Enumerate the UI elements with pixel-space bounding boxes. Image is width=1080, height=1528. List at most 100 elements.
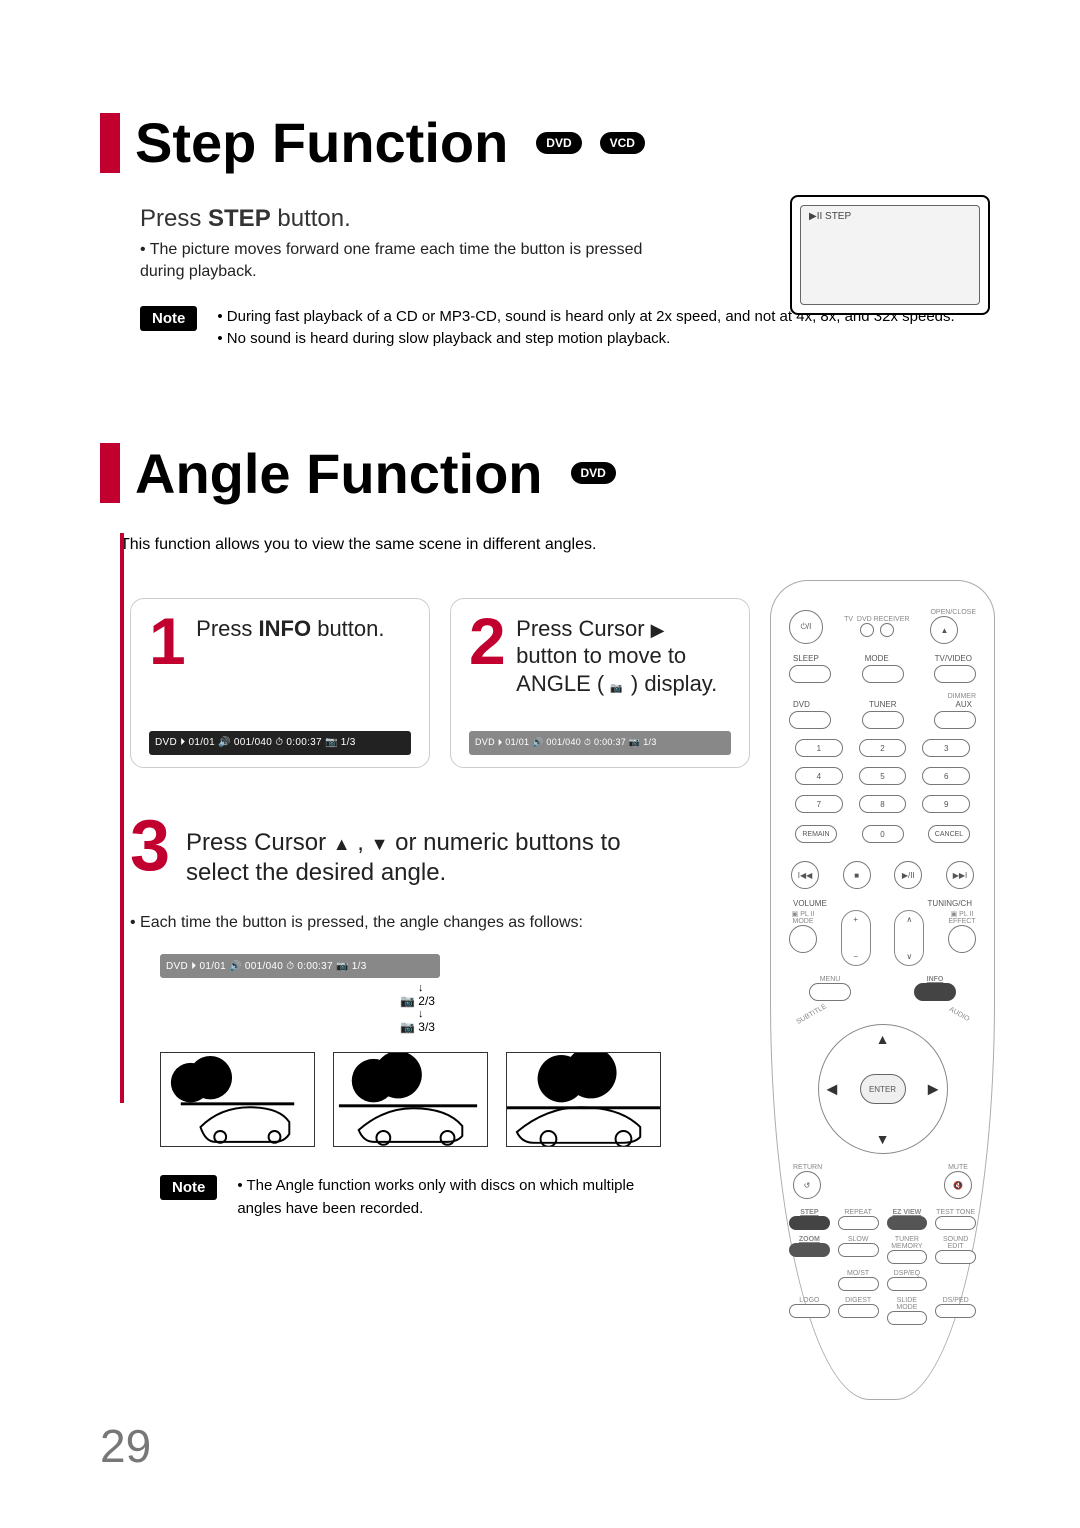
lbl-dimmer: DIMMER xyxy=(789,693,976,700)
power-button[interactable]: ⏻/I xyxy=(789,610,823,644)
tuner-button[interactable] xyxy=(862,711,904,729)
row2-labels: SLEEP MODE TV/VIDEO xyxy=(793,654,972,663)
subheading-bold: STEP xyxy=(208,205,271,232)
angle-intro: This function allows you to view the sam… xyxy=(120,536,990,554)
digest-button[interactable] xyxy=(838,1304,879,1318)
lbl-pl2mode: ▣ PL II MODE xyxy=(789,910,817,925)
s3-pre: Press Cursor xyxy=(186,829,333,856)
row3-buttons xyxy=(789,711,976,729)
testtone-button[interactable] xyxy=(935,1216,976,1230)
tunermem-button[interactable] xyxy=(887,1250,928,1264)
return-button[interactable]: ↺ xyxy=(793,1171,821,1199)
remain-button[interactable]: REMAIN xyxy=(795,825,837,843)
enter-button[interactable]: ENTER xyxy=(860,1074,906,1104)
numpad: 1 2 3 4 5 6 7 8 9 xyxy=(795,739,970,813)
tvvideo-button[interactable] xyxy=(934,665,976,683)
ezview-button[interactable] xyxy=(887,1216,928,1230)
num-9[interactable]: 9 xyxy=(922,795,970,813)
zoom-button[interactable] xyxy=(789,1243,830,1257)
dpad-right[interactable]: ▶ xyxy=(928,1081,939,1098)
next-button[interactable]: ▶▶I xyxy=(946,861,974,889)
tv-step-label: ▶II STEP xyxy=(809,211,851,222)
cursor-right-icon: ▶ xyxy=(651,620,665,640)
cancel-button[interactable]: CANCEL xyxy=(928,825,970,843)
lbl-pl2effect: ▣ PL II EFFECT xyxy=(948,910,976,925)
s2-l3b: ) display. xyxy=(625,671,718,696)
aux-button[interactable] xyxy=(934,711,976,729)
lbl-slow: SLOW xyxy=(838,1236,879,1243)
lbl-subtitle: SUBTITLE xyxy=(795,1003,827,1026)
cursor-up-icon: ▲ xyxy=(333,834,351,854)
num-6[interactable]: 6 xyxy=(922,767,970,785)
badge-dvd: DVD xyxy=(536,132,581,154)
s1-post: button. xyxy=(311,616,384,641)
num-5[interactable]: 5 xyxy=(859,767,907,785)
slide-button[interactable] xyxy=(887,1311,928,1325)
lbl-soundedit: SOUND EDIT xyxy=(935,1236,976,1250)
lbl-testtone: TEST TONE xyxy=(935,1209,976,1216)
title-badges: DVD xyxy=(561,462,616,484)
dpad-down[interactable]: ▼ xyxy=(876,1131,890,1147)
lbl-tvvideo: TV/VIDEO xyxy=(935,654,972,663)
num-8[interactable]: 8 xyxy=(859,795,907,813)
lbl-slide: SLIDE MODE xyxy=(887,1297,928,1311)
badge-dvd: DVD xyxy=(571,462,616,484)
lbl-dspeq: DSP/EQ xyxy=(887,1270,928,1277)
pl2effect-button[interactable] xyxy=(948,925,976,953)
most-button[interactable] xyxy=(838,1277,879,1291)
cursor-down-icon: ▼ xyxy=(371,834,389,854)
dsped-button[interactable] xyxy=(935,1304,976,1318)
lbl-ezview: EZ VIEW xyxy=(887,1209,928,1216)
pl2mode-button[interactable] xyxy=(789,925,817,953)
lbl-repeat: REPEAT xyxy=(838,1209,879,1216)
slow-button[interactable] xyxy=(838,1243,879,1257)
lbl-digest: DIGEST xyxy=(838,1297,879,1304)
lbl-volume: VOLUME xyxy=(793,899,827,908)
info-button[interactable] xyxy=(914,983,956,1001)
sleep-button[interactable] xyxy=(789,665,831,683)
angle-note-text: • The Angle function works only with dis… xyxy=(237,1175,637,1220)
dpad-up[interactable]: ▲ xyxy=(876,1031,890,1047)
step-button[interactable] xyxy=(789,1216,830,1230)
note-badge: Note xyxy=(140,306,197,331)
lbl-zoom: ZOOM xyxy=(789,1236,830,1243)
num-1[interactable]: 1 xyxy=(795,739,843,757)
lbl-logo: LOGO xyxy=(789,1297,830,1304)
s2-l1: Press Cursor xyxy=(516,616,650,641)
bottom-grid: STEP REPEAT EZ VIEW TEST TONE ZOOM SLOW … xyxy=(789,1209,976,1325)
lbl-tunermem: TUNER MEMORY xyxy=(887,1236,928,1250)
mute-button[interactable]: 🔇 xyxy=(944,1171,972,1199)
s2-l3a: ANGLE ( xyxy=(516,671,610,696)
step3-num: 3 xyxy=(130,818,170,876)
num-2[interactable]: 2 xyxy=(859,739,907,757)
soundedit-button[interactable] xyxy=(935,1250,976,1264)
thumb-2 xyxy=(333,1052,488,1147)
menu-button[interactable] xyxy=(809,983,851,1001)
eject-button[interactable]: ▲ xyxy=(930,616,958,644)
tuning-rocker[interactable]: ∧∨ xyxy=(894,910,924,966)
num-3[interactable]: 3 xyxy=(922,739,970,757)
num-0[interactable]: 0 xyxy=(862,825,904,843)
dvd-src-button[interactable] xyxy=(789,711,831,729)
lbl-step: STEP xyxy=(789,1209,830,1216)
mode-button[interactable] xyxy=(862,665,904,683)
stop-button[interactable]: ■ xyxy=(843,861,871,889)
lbl-tuning: TUNING/CH xyxy=(928,899,972,908)
play-pause-button[interactable]: ▶/II xyxy=(894,861,922,889)
dspeq-button[interactable] xyxy=(887,1277,928,1291)
lbl-open: OPEN/CLOSE xyxy=(930,609,976,616)
section-vline xyxy=(120,533,124,1103)
remote-row-top: ⏻/I TV DVD RECEIVER OPEN/CLOSE ▲ xyxy=(789,609,976,644)
num-7[interactable]: 7 xyxy=(795,795,843,813)
num-4[interactable]: 4 xyxy=(795,767,843,785)
step3-text: Press Cursor ▲ , ▼ or numeric buttons to… xyxy=(186,828,621,888)
lbl-aux: AUX xyxy=(956,700,972,709)
step-bullet: • The picture moves forward one frame ea… xyxy=(140,239,660,284)
repeat-button[interactable] xyxy=(838,1216,879,1230)
lbl-tv: TV xyxy=(844,616,853,623)
logo-button[interactable] xyxy=(789,1304,830,1318)
dpad-left[interactable]: ◀ xyxy=(827,1081,838,1098)
subheading-post: button. xyxy=(271,205,351,232)
volume-rocker[interactable]: +− xyxy=(841,910,871,966)
prev-button[interactable]: I◀◀ xyxy=(791,861,819,889)
